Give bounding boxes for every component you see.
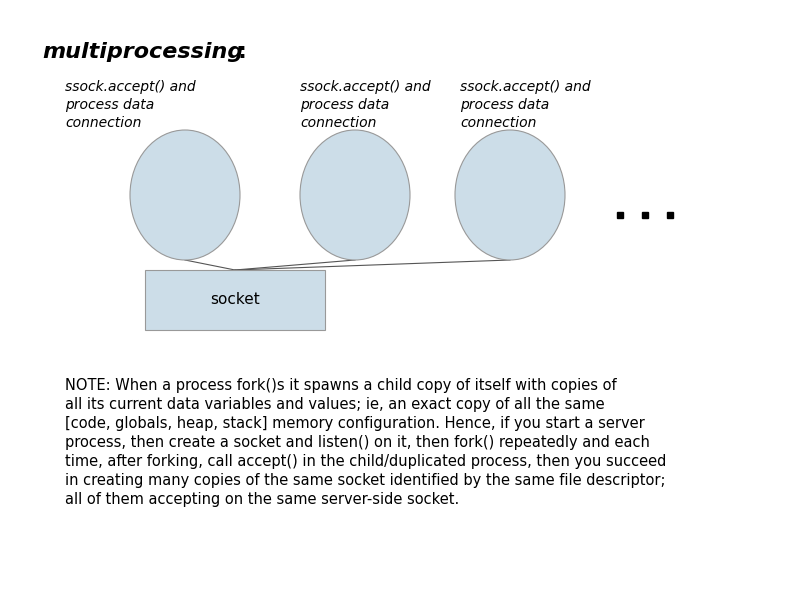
- Text: [code, globals, heap, stack] memory configuration. Hence, if you start a server: [code, globals, heap, stack] memory conf…: [65, 416, 645, 431]
- Ellipse shape: [130, 130, 240, 260]
- Ellipse shape: [300, 130, 410, 260]
- Text: ssock.accept() and
process data
connection: ssock.accept() and process data connecti…: [65, 80, 195, 130]
- FancyBboxPatch shape: [145, 270, 325, 330]
- Text: ssock.accept() and
process data
connection: ssock.accept() and process data connecti…: [460, 80, 591, 130]
- Text: in creating many copies of the same socket identified by the same file descripto: in creating many copies of the same sock…: [65, 473, 665, 488]
- Text: ssock.accept() and
process data
connection: ssock.accept() and process data connecti…: [300, 80, 430, 130]
- Text: socket: socket: [210, 293, 260, 308]
- Text: NOTE: When a process fork()s it spawns a child copy of itself with copies of: NOTE: When a process fork()s it spawns a…: [65, 378, 617, 393]
- Text: process, then create a socket and listen() on it, then fork() repeatedly and eac: process, then create a socket and listen…: [65, 435, 649, 450]
- Text: multiprocessing: multiprocessing: [42, 42, 243, 62]
- Text: time, after forking, call accept() in the child/duplicated process, then you suc: time, after forking, call accept() in th…: [65, 454, 666, 469]
- Text: all its current data variables and values; ie, an exact copy of all the same: all its current data variables and value…: [65, 397, 604, 412]
- Text: :: :: [238, 42, 247, 62]
- Text: all of them accepting on the same server-side socket.: all of them accepting on the same server…: [65, 492, 459, 507]
- Ellipse shape: [455, 130, 565, 260]
